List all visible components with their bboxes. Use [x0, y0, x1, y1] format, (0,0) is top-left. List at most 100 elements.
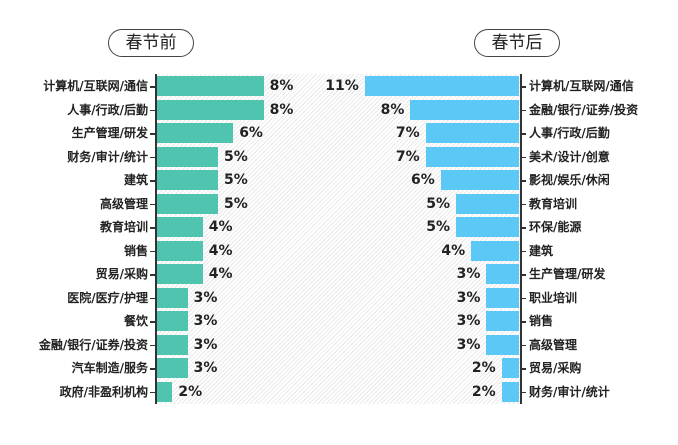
bar — [456, 193, 519, 214]
axis-tick — [521, 227, 526, 229]
bar — [157, 381, 173, 402]
right-bar-row: 2% 贸易/采购 — [0, 358, 678, 378]
axis-tick — [521, 321, 526, 323]
axis-tick — [150, 344, 155, 346]
value-label: 3% — [456, 266, 481, 282]
value-label: 5% — [426, 195, 450, 212]
right-bar-row: 8% 金融/银行/证券/投资 — [0, 99, 678, 120]
bar — [486, 311, 519, 331]
right-axis — [520, 74, 522, 404]
right-bar-row: 4% 建筑 — [0, 240, 678, 261]
category-label: 人事/行政/后勤 — [67, 102, 148, 117]
axis-tick — [150, 203, 155, 205]
left-bar-row: 高级管理 5% — [0, 193, 678, 214]
value-label: 4% — [441, 242, 466, 259]
axis-tick — [150, 109, 155, 111]
bar — [157, 123, 234, 143]
axis-tick — [150, 321, 155, 323]
category-label: 职业培训 — [529, 290, 578, 305]
axis-tick — [150, 368, 155, 370]
category-label: 财务/审计/统计 — [529, 384, 610, 399]
right-bar-row: 6% 影视/娱乐/休闲 — [0, 170, 678, 190]
category-label: 政府/非盈利机构 — [59, 384, 148, 399]
value-label: 3% — [193, 289, 218, 306]
category-label: 影视/娱乐/休闲 — [529, 173, 610, 187]
axis-tick — [521, 274, 526, 276]
right-bar-row: 7% 美术/设计/创意 — [0, 146, 678, 167]
category-label: 销售 — [123, 243, 148, 258]
value-label: 3% — [193, 336, 218, 353]
value-label: 4% — [208, 266, 233, 282]
right-bar-row: 3% 销售 — [0, 311, 678, 331]
value-label: 7% — [395, 148, 420, 165]
left-bar-row: 建筑 5% — [0, 170, 678, 190]
value-label: 4% — [208, 219, 233, 235]
bar — [157, 264, 203, 284]
category-label: 生产管理/研发 — [529, 267, 606, 281]
category-label: 生产管理/研发 — [71, 126, 148, 140]
axis-tick — [150, 156, 155, 158]
bar — [410, 99, 519, 120]
bar — [157, 287, 188, 308]
right-bar-row: 2% 财务/审计/统计 — [0, 381, 678, 402]
bar — [157, 99, 264, 120]
axis-tick — [521, 250, 526, 252]
axis-tick — [150, 180, 155, 182]
category-label: 销售 — [529, 314, 554, 328]
right-bar-row: 3% 高级管理 — [0, 334, 678, 355]
axis-tick — [150, 133, 155, 135]
right-chart-title: 春节后 — [474, 29, 560, 57]
value-label: 5% — [224, 172, 248, 188]
axis-tick — [150, 391, 155, 393]
axis-tick — [521, 109, 526, 111]
right-bar-row: 11% 计算机/互联网/通信 — [0, 76, 678, 96]
bar — [501, 358, 519, 378]
value-label: 8% — [269, 78, 294, 94]
value-label: 2% — [178, 383, 203, 400]
value-label: 3% — [456, 313, 481, 329]
bar — [157, 76, 264, 96]
right-bar-row: 3% 职业培训 — [0, 287, 678, 308]
bar — [486, 287, 519, 308]
right-bar-row: 5% 环保/能源 — [0, 217, 678, 237]
left-bar-row: 计算机/互联网/通信 8% — [0, 76, 678, 96]
category-label: 贸易/采购 — [95, 267, 148, 281]
right-bar-row: 5% 教育培训 — [0, 193, 678, 214]
left-bar-row: 教育培训 4% — [0, 217, 678, 237]
axis-tick — [521, 297, 526, 299]
value-label: 3% — [456, 336, 481, 353]
category-label: 餐饮 — [123, 314, 148, 328]
left-chart-title: 春节前 — [108, 29, 194, 57]
category-label: 金融/银行/证券/投资 — [38, 337, 148, 352]
axis-tick — [521, 133, 526, 135]
value-label: 3% — [193, 313, 218, 329]
bar — [157, 217, 203, 237]
value-label: 3% — [456, 289, 481, 306]
bar — [440, 170, 519, 190]
bar — [471, 240, 519, 261]
category-label: 医院/医疗/护理 — [67, 290, 148, 305]
value-label: 2% — [471, 383, 496, 400]
axis-tick — [521, 180, 526, 182]
bar — [157, 240, 203, 261]
axis-tick — [521, 203, 526, 205]
right-bar-row: 7% 人事/行政/后勤 — [0, 123, 678, 143]
category-label: 高级管理 — [529, 337, 578, 352]
left-bar-row: 餐饮 3% — [0, 311, 678, 331]
value-label: 4% — [208, 242, 233, 259]
value-label: 8% — [380, 101, 405, 118]
value-label: 5% — [426, 219, 450, 235]
bar — [157, 311, 188, 331]
axis-tick — [521, 156, 526, 158]
bar — [157, 193, 218, 214]
left-bar-row: 人事/行政/后勤 8% — [0, 99, 678, 120]
left-bar-row: 汽车制造/服务 3% — [0, 358, 678, 378]
category-label: 环保/能源 — [529, 220, 582, 234]
category-label: 教育培训 — [529, 196, 578, 211]
right-bar-row: 3% 生产管理/研发 — [0, 264, 678, 284]
value-label: 5% — [224, 195, 248, 212]
value-label: 6% — [411, 172, 435, 188]
bar — [425, 146, 519, 167]
value-label: 6% — [239, 125, 263, 141]
left-bar-row: 贸易/采购 4% — [0, 264, 678, 284]
